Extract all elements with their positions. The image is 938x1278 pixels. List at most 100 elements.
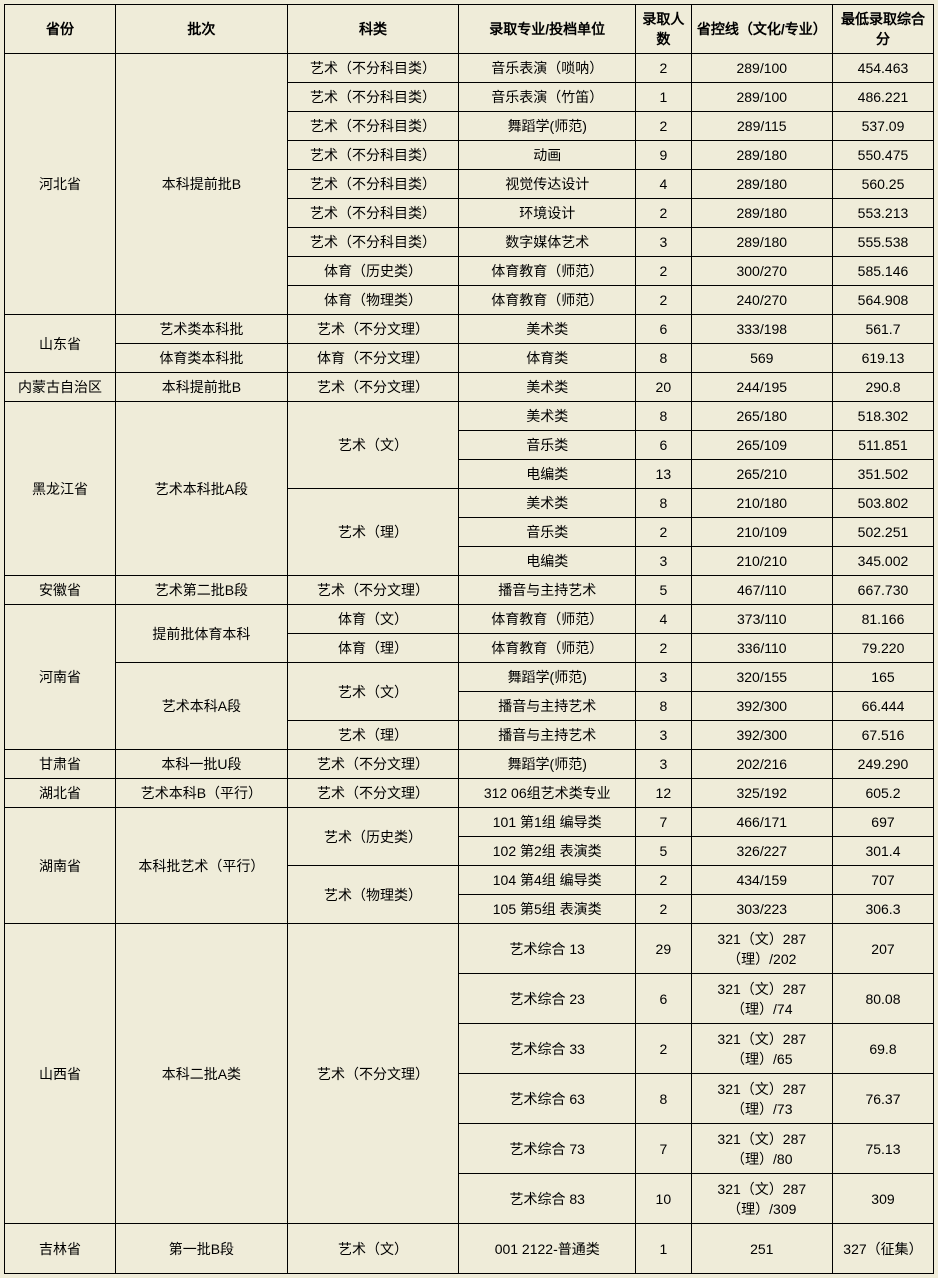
cell-count: 2 (636, 257, 692, 286)
cell-count: 4 (636, 170, 692, 199)
cell-count: 5 (636, 576, 692, 605)
table-row: 湖北省 艺术本科B（平行） 艺术（不分文理） 312 06组艺术类专业 12 3… (5, 779, 934, 808)
cell-category: 体育（物理类） (287, 286, 459, 315)
cell-count: 2 (636, 634, 692, 663)
cell-score: 306.3 (832, 895, 933, 924)
cell-province: 黑龙江省 (5, 402, 116, 576)
table-row: 山东省 艺术类本科批 艺术（不分文理） 美术类 6 333/198 561.7 (5, 315, 934, 344)
cell-count: 3 (636, 663, 692, 692)
cell-line: 251 (691, 1224, 832, 1274)
cell-score: 667.730 (832, 576, 933, 605)
cell-line: 321（文）287（理）/309 (691, 1174, 832, 1224)
cell-line: 321（文）287（理）/65 (691, 1024, 832, 1074)
cell-score: 561.7 (832, 315, 933, 344)
cell-score: 486.221 (832, 83, 933, 112)
cell-category: 体育（理） (287, 634, 459, 663)
cell-major: 101 第1组 编导类 (459, 808, 636, 837)
cell-score: 301.4 (832, 837, 933, 866)
cell-major: 音乐表演（唢呐） (459, 54, 636, 83)
cell-major: 音乐表演（竹笛） (459, 83, 636, 112)
cell-line: 321（文）287（理）/202 (691, 924, 832, 974)
cell-score: 290.8 (832, 373, 933, 402)
table-row: 山西省 本科二批A类 艺术（不分文理） 艺术综合 13 29 321（文）287… (5, 924, 934, 974)
cell-major: 动画 (459, 141, 636, 170)
cell-category: 艺术（理） (287, 489, 459, 576)
cell-score: 165 (832, 663, 933, 692)
cell-count: 1 (636, 83, 692, 112)
cell-batch: 本科一批U段 (116, 750, 288, 779)
cell-line: 467/110 (691, 576, 832, 605)
cell-category: 艺术（不分文理） (287, 576, 459, 605)
cell-count: 8 (636, 344, 692, 373)
cell-count: 6 (636, 974, 692, 1024)
cell-count: 8 (636, 692, 692, 721)
cell-score: 564.908 (832, 286, 933, 315)
cell-line: 289/180 (691, 141, 832, 170)
cell-count: 2 (636, 866, 692, 895)
cell-major: 体育教育（师范） (459, 257, 636, 286)
cell-score: 81.166 (832, 605, 933, 634)
cell-major: 音乐类 (459, 518, 636, 547)
cell-major: 艺术综合 23 (459, 974, 636, 1024)
cell-category: 艺术（物理类） (287, 866, 459, 924)
cell-major: 环境设计 (459, 199, 636, 228)
cell-line: 321（文）287（理）/74 (691, 974, 832, 1024)
cell-category: 艺术（文） (287, 663, 459, 721)
cell-score: 550.475 (832, 141, 933, 170)
cell-count: 12 (636, 779, 692, 808)
cell-line: 434/159 (691, 866, 832, 895)
cell-major: 美术类 (459, 489, 636, 518)
cell-batch: 第一批B段 (116, 1224, 288, 1274)
cell-score: 619.13 (832, 344, 933, 373)
cell-batch: 艺术本科批A段 (116, 402, 288, 576)
cell-count: 2 (636, 1024, 692, 1074)
cell-major: 001 2122-普通类 (459, 1224, 636, 1274)
cell-line: 265/109 (691, 431, 832, 460)
cell-major: 美术类 (459, 315, 636, 344)
cell-count: 7 (636, 1124, 692, 1174)
cell-major: 电编类 (459, 547, 636, 576)
cell-line: 289/180 (691, 228, 832, 257)
cell-score: 605.2 (832, 779, 933, 808)
cell-major: 播音与主持艺术 (459, 721, 636, 750)
cell-province: 河北省 (5, 54, 116, 315)
header-score: 最低录取综合分 (832, 5, 933, 54)
cell-line: 289/180 (691, 199, 832, 228)
cell-line: 373/110 (691, 605, 832, 634)
cell-category: 体育（不分文理） (287, 344, 459, 373)
cell-category: 艺术（不分科目类） (287, 228, 459, 257)
cell-score: 309 (832, 1174, 933, 1224)
cell-line: 265/210 (691, 460, 832, 489)
table-row: 河南省 提前批体育本科 体育（文） 体育教育（师范） 4 373/110 81.… (5, 605, 934, 634)
cell-line: 265/180 (691, 402, 832, 431)
cell-count: 5 (636, 837, 692, 866)
header-count: 录取人数 (636, 5, 692, 54)
cell-score: 553.213 (832, 199, 933, 228)
cell-count: 10 (636, 1174, 692, 1224)
cell-score: 511.851 (832, 431, 933, 460)
cell-count: 2 (636, 112, 692, 141)
cell-category: 艺术（历史类） (287, 808, 459, 866)
table-row: 河北省 本科提前批B 艺术（不分科目类） 音乐表演（唢呐） 2 289/100 … (5, 54, 934, 83)
cell-count: 2 (636, 286, 692, 315)
header-batch: 批次 (116, 5, 288, 54)
cell-major: 312 06组艺术类专业 (459, 779, 636, 808)
cell-major: 美术类 (459, 402, 636, 431)
cell-category: 艺术（理） (287, 721, 459, 750)
cell-major: 舞蹈学(师范) (459, 750, 636, 779)
cell-major: 体育教育（师范） (459, 286, 636, 315)
cell-count: 8 (636, 1074, 692, 1124)
cell-line: 320/155 (691, 663, 832, 692)
cell-count: 9 (636, 141, 692, 170)
cell-batch: 体育类本科批 (116, 344, 288, 373)
cell-score: 207 (832, 924, 933, 974)
cell-score: 249.290 (832, 750, 933, 779)
cell-category: 艺术（文） (287, 1224, 459, 1274)
cell-count: 8 (636, 402, 692, 431)
cell-count: 1 (636, 1224, 692, 1274)
cell-province: 湖南省 (5, 808, 116, 924)
cell-line: 321（文）287（理）/80 (691, 1124, 832, 1174)
header-category: 科类 (287, 5, 459, 54)
admission-table: 省份 批次 科类 录取专业/投档单位 录取人数 省控线（文化/专业） 最低录取综… (4, 4, 934, 1274)
cell-province: 吉林省 (5, 1224, 116, 1274)
